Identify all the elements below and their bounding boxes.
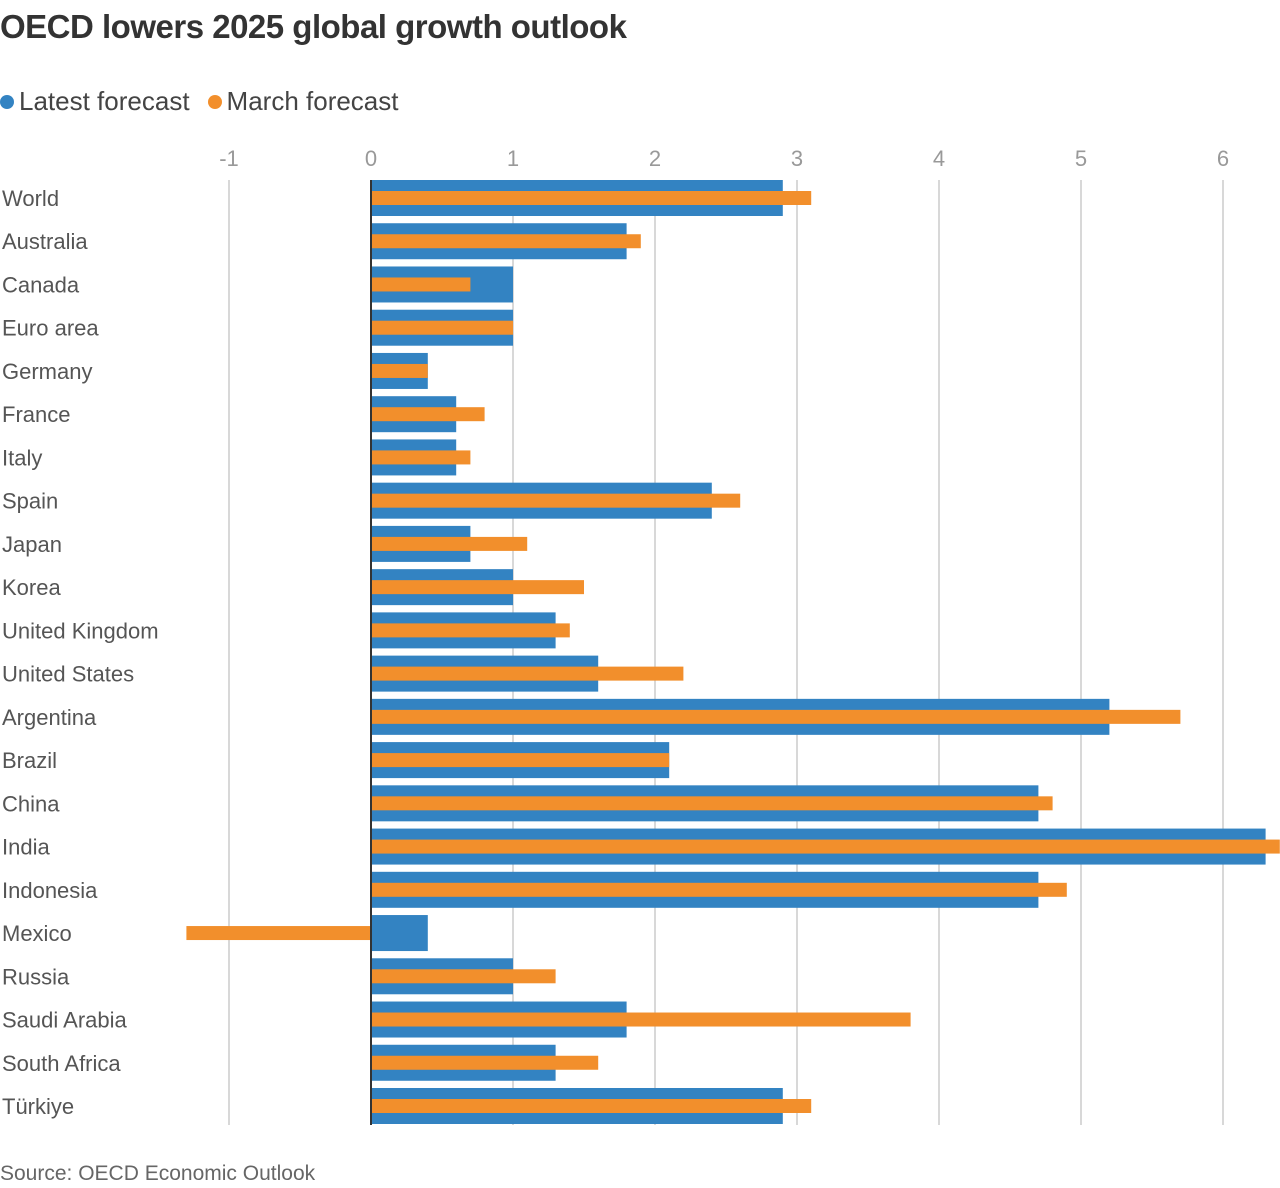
tick-label: -1 bbox=[219, 146, 239, 171]
bar-march bbox=[371, 882, 1067, 897]
category-label: France bbox=[2, 402, 70, 427]
bar-march bbox=[371, 493, 741, 508]
category-label: Korea bbox=[2, 575, 61, 600]
legend: Latest forecast March forecast bbox=[0, 86, 399, 117]
legend-dot-icon bbox=[0, 94, 14, 109]
bar-march bbox=[371, 580, 584, 595]
bar-march bbox=[371, 969, 556, 984]
tick-label: 6 bbox=[1217, 146, 1229, 171]
bar-march bbox=[371, 1099, 812, 1113]
category-label: Canada bbox=[2, 272, 80, 297]
category-label: Türkiye bbox=[2, 1094, 74, 1119]
category-label: Spain bbox=[2, 489, 58, 514]
tick-label: 2 bbox=[649, 146, 661, 171]
tick-label: 4 bbox=[933, 146, 945, 171]
bar-march bbox=[371, 709, 1181, 724]
bar-march bbox=[371, 623, 570, 638]
category-label: Argentina bbox=[2, 705, 97, 730]
bar-latest bbox=[371, 915, 428, 952]
tick-label: 0 bbox=[365, 146, 377, 171]
tick-label: 5 bbox=[1075, 146, 1087, 171]
legend-item-latest: Latest forecast bbox=[0, 86, 190, 117]
category-label: Japan bbox=[2, 532, 62, 557]
bar-march bbox=[371, 320, 513, 335]
bar-march bbox=[371, 191, 812, 205]
bar-march bbox=[371, 1012, 911, 1027]
category-label: Saudi Arabia bbox=[2, 1008, 128, 1033]
legend-label: March forecast bbox=[226, 86, 399, 116]
bar-march bbox=[371, 363, 428, 378]
category-label: South Africa bbox=[2, 1051, 121, 1076]
category-label: Australia bbox=[2, 229, 88, 254]
bar-march bbox=[371, 450, 471, 465]
legend-item-march: March forecast bbox=[207, 86, 399, 117]
bar-march bbox=[371, 234, 641, 249]
category-label: China bbox=[2, 791, 60, 816]
category-label: Brazil bbox=[2, 748, 57, 773]
bar-march bbox=[371, 1055, 599, 1070]
bar-march bbox=[186, 926, 371, 941]
bar-march bbox=[371, 536, 528, 551]
bar-march bbox=[371, 277, 471, 292]
tick-label: 1 bbox=[507, 146, 519, 171]
category-label: Euro area bbox=[2, 316, 99, 341]
category-label: World bbox=[2, 186, 59, 211]
category-label: Mexico bbox=[2, 921, 72, 946]
legend-dot-icon bbox=[207, 94, 222, 109]
bar-march bbox=[371, 407, 485, 422]
category-label: Indonesia bbox=[2, 878, 98, 903]
bar-march bbox=[371, 839, 1280, 854]
bar-march bbox=[371, 753, 670, 768]
chart-title: OECD lowers 2025 global growth outlook bbox=[0, 8, 627, 45]
bar-march bbox=[371, 666, 684, 681]
category-label: Russia bbox=[2, 964, 70, 989]
category-label: United States bbox=[2, 662, 134, 687]
category-label: Germany bbox=[2, 359, 92, 384]
tick-label: 3 bbox=[791, 146, 803, 171]
category-label: India bbox=[2, 835, 50, 860]
source-note: Source: OECD Economic Outlook bbox=[0, 1162, 316, 1185]
category-label: Italy bbox=[2, 445, 42, 470]
category-label: United Kingdom bbox=[2, 618, 159, 643]
bar-march bbox=[371, 796, 1053, 811]
legend-label: Latest forecast bbox=[19, 86, 190, 116]
